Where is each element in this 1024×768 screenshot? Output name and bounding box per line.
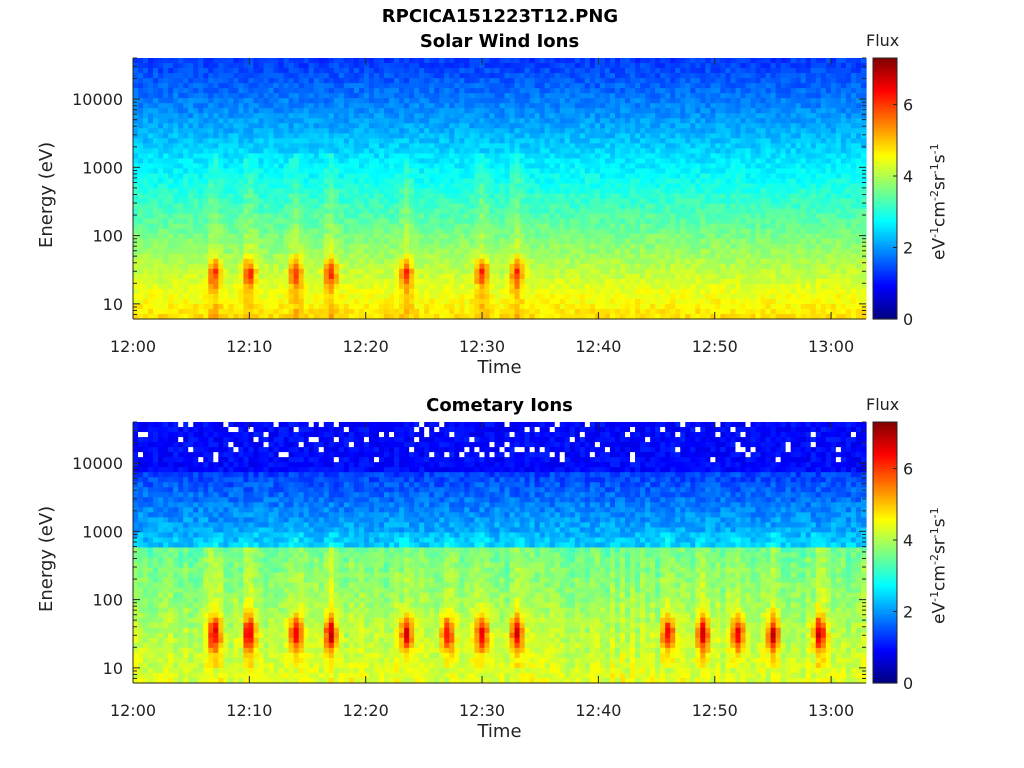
panel2-colorbar-frame	[872, 421, 898, 684]
panel2-y-tick-label: 10	[103, 659, 123, 678]
panel1-colorbar-tick-label: 2	[903, 238, 913, 257]
panel1-colorbar-tick-label: 4	[903, 167, 913, 186]
panel2-x-tick-label: 12:20	[343, 701, 389, 720]
panel1-x-tick-label: 12:20	[343, 337, 389, 356]
panel1-y-tick-label: 10000	[72, 90, 123, 109]
panel1-colorbar-frame	[872, 57, 898, 320]
panel2-x-tick-label: 12:00	[110, 701, 156, 720]
panel2-x-tick-label: 12:40	[575, 701, 621, 720]
panel2-y-tick-label: 100	[92, 591, 123, 610]
panel1-title: Solar Wind Ions	[419, 31, 580, 52]
panel1-colorbar-title: Flux	[866, 31, 900, 50]
panel1-colorbar-tick-label: 6	[903, 95, 913, 114]
panel2-colorbar-tick-label: 0	[903, 674, 913, 693]
panel1-x-tick-label: 13:00	[808, 337, 854, 356]
panel2-x-tick-label: 12:10	[226, 701, 272, 720]
panel2-colorbar	[873, 422, 897, 684]
panel2-y-tick-label: 10000	[72, 454, 123, 473]
panel1-colorbar	[873, 58, 897, 320]
figure-title: RPCICA151223T12.PNG	[381, 6, 619, 27]
panel2-colorbar-tick-label: 6	[903, 459, 913, 478]
panel2-colorbar-tick-label: 4	[903, 531, 913, 550]
panel1-heatmap	[133, 58, 867, 320]
panel1-y-tick-label: 100	[92, 227, 123, 246]
panel1-y-tick-label: 10	[103, 295, 123, 314]
panel2-x-tick-label: 13:00	[808, 701, 854, 720]
panel2-x-axis-label: Time	[477, 721, 522, 742]
panel1-x-tick-label: 12:40	[575, 337, 621, 356]
panel2-x-tick-label: 12:30	[459, 701, 505, 720]
panel1-x-tick-label: 12:00	[110, 337, 156, 356]
panel1-x-tick-label: 12:50	[692, 337, 738, 356]
panel1-x-tick-label: 12:30	[459, 337, 505, 356]
panel1-y-tick-label: 1000	[82, 158, 123, 177]
panel2-x-tick-label: 12:50	[692, 701, 738, 720]
panel2-colorbar-tick-label: 2	[903, 602, 913, 621]
panel2-colorbar-title: Flux	[866, 395, 900, 414]
panel2-heatmap	[133, 422, 867, 684]
panel1-x-axis-label: Time	[477, 357, 522, 378]
panel2-title: Cometary Ions	[426, 395, 573, 416]
panel1-colorbar-tick-label: 0	[903, 310, 913, 329]
panel1-x-tick-label: 12:10	[226, 337, 272, 356]
panel2-y-tick-label: 1000	[82, 522, 123, 541]
